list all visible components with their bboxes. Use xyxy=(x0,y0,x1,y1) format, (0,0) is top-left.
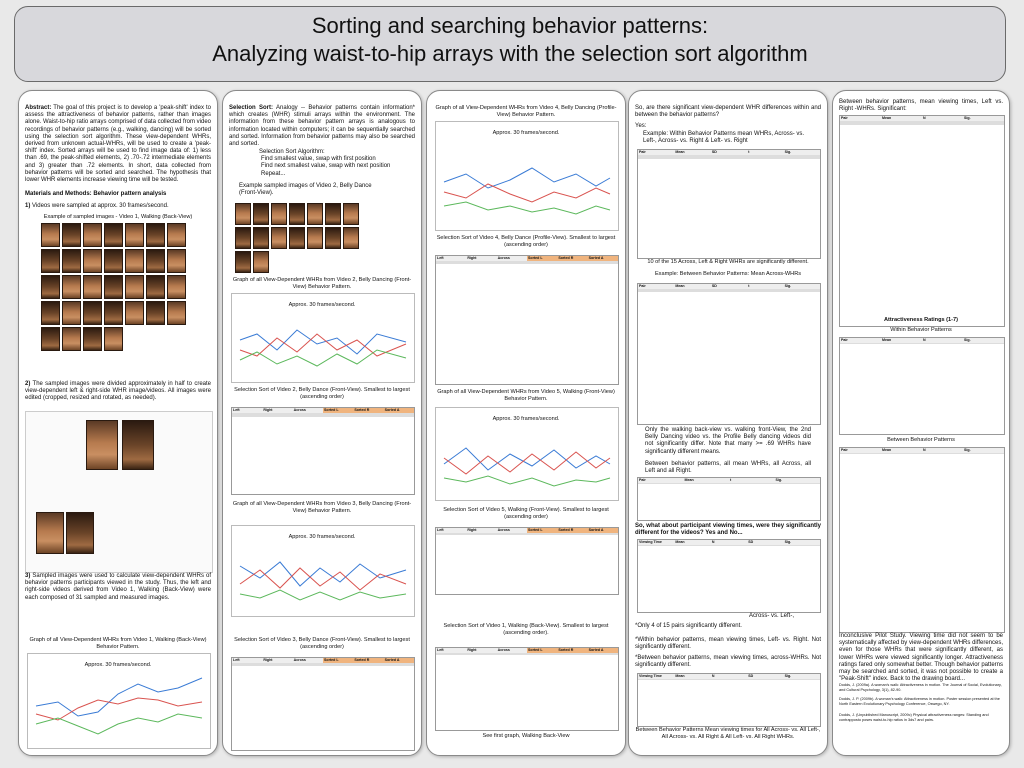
sig1-text: 10 of the 15 Across, Left & Right WHRs a… xyxy=(647,259,809,265)
viewing-times-table: Viewing Time Mean N SD Sig. xyxy=(637,539,821,613)
graph1-label: Approx. 30 frames/second. xyxy=(84,662,152,668)
methods-heading: Materials and Methods: Behavior pattern … xyxy=(25,191,167,197)
conclusion-text: Inconclusive Pilot Study. Viewing time d… xyxy=(839,633,1003,683)
attractiveness-title: Attractiveness Ratings (1-7) xyxy=(884,317,958,323)
ref3: Dodds, J. (Unpublished Manuscript, 2009c… xyxy=(839,713,989,722)
within-table: Pair Mean SD t Sig. xyxy=(637,149,821,259)
paired-samples-table: Viewing Time Mean N SD Sig. xyxy=(637,673,821,727)
graph4-caption: Graph of all View-Dependent WHRs from Vi… xyxy=(435,105,617,118)
photo-grid-video1 xyxy=(41,223,201,351)
step3-text: 3) Sampled images were used to calculate… xyxy=(25,573,211,601)
sort1-caption: Selection Sort of Video 1, Walking (Back… xyxy=(443,623,609,636)
abstract-paragraph: Abstract: The goal of this project is to… xyxy=(25,105,211,184)
graph3-chart: Approx. 30 frames/second. xyxy=(231,525,415,617)
sort2-caption: Selection Sort of Video 2, Belly Dance (… xyxy=(234,387,410,400)
graph3-lines xyxy=(239,561,407,601)
all-whrs-table: Pair Mean t Sig. xyxy=(637,477,821,521)
abstract-text: The goal of this project is to develop a… xyxy=(25,105,212,184)
graph2-caption: Graph of all View-Dependent WHRs from Vi… xyxy=(232,277,412,290)
sort4-table: Left Right Across Sorted L Sorted R Sorted A xyxy=(435,255,619,385)
panel-graphs-sorts: Graph of all View-Dependent WHRs from Vi… xyxy=(426,90,626,756)
q1-text: So, are there significant view-dependent… xyxy=(635,105,821,119)
poster-title-box: Sorting and searching behavior patterns:… xyxy=(14,6,1006,82)
sort3-table: Left Right Across Sorted L Sorted R Sorted A xyxy=(231,657,415,751)
q2-text: So, what about participant viewing times… xyxy=(635,523,821,537)
within-note: *Within behavior patterns, mean viewing … xyxy=(635,637,821,651)
graph4-chart: Approx. 30 frames/second. xyxy=(435,121,619,231)
graph5-chart: Approx. 30 frames/second. xyxy=(435,407,619,501)
algo-step1: Find smallest value, swap with first pos… xyxy=(261,156,376,163)
bottom-note: Between Behavior Patterns Mean viewing t… xyxy=(635,727,821,740)
sort4-caption: Selection Sort of Video 4, Belly Dance (… xyxy=(436,235,616,248)
ex2-text: Example: Between Behavior Patterns: Mean… xyxy=(654,271,802,277)
lr-viewing-table: Pair Mean N Sig. xyxy=(839,115,1005,327)
yes-label: Yes: xyxy=(635,123,647,129)
poster-title-line1: Sorting and searching behavior patterns: xyxy=(311,13,709,38)
between-title: Between Behavior Patterns xyxy=(887,437,955,443)
within-att-table: Pair Mean N Sig. xyxy=(839,337,1005,435)
algo-step3: Repeat... xyxy=(261,170,286,177)
between-att-table: Pair Mean N Sig. xyxy=(839,447,1005,633)
ex1-text: Example: Within Behavior Patterns mean W… xyxy=(643,131,805,145)
selection-paragraph: Selection Sort: Analogy -- Behavior patt… xyxy=(229,105,415,148)
abstract-label: Abstract: xyxy=(25,105,52,111)
poster-title-line2: Analyzing waist-to-hip arrays with the s… xyxy=(212,41,808,66)
graph1-chart: Approx. 30 frames/second. xyxy=(27,653,211,749)
strip-caption: Example of sampled images - Video 1, Wal… xyxy=(43,214,193,220)
graph5-label: Approx. 30 frames/second. xyxy=(492,416,560,422)
first-graph-note: See first graph, Walking Back-View xyxy=(482,733,570,739)
step1-text: 1) Videos were sampled at approx. 30 fra… xyxy=(25,203,169,209)
graph5-caption: Graph of all View-Dependent WHRs from Vi… xyxy=(437,389,615,402)
panel-abstract: Abstract: The goal of this project is to… xyxy=(18,90,218,756)
ref1: Dodds, J. (2009a). A woman's walk: Attra… xyxy=(839,683,1002,692)
step2-text: 2) The sampled images were divided appro… xyxy=(25,381,211,402)
graph2-lines xyxy=(239,329,407,367)
ref2: Dodds, J. P. (2009b). A woman's walk: At… xyxy=(839,697,1000,706)
graph3-label: Approx. 30 frames/second. xyxy=(288,534,356,540)
panel-selection-sort: Selection Sort: Analogy -- Behavior patt… xyxy=(222,90,422,756)
sort5-table: Left Right Across Sorted L Sorted R Sorted A xyxy=(435,527,619,595)
graph1-caption: Graph of all View-Dependent WHRs from Vi… xyxy=(29,637,207,650)
algo-step2: Find next smallest value, swap with next… xyxy=(261,163,391,170)
panel-significance: So, are there significant view-dependent… xyxy=(628,90,828,756)
between-note: *Between behavior patterns, mean viewing… xyxy=(635,655,821,669)
graph3-caption: Graph of all View-Dependent WHRs from Vi… xyxy=(232,501,412,514)
graph4-lines xyxy=(443,167,611,215)
algo-block: Selection Sort Algorithm: Find smallest … xyxy=(259,149,409,178)
video2-caption: Example sampled images of Video 2, Belly… xyxy=(239,183,372,197)
note2-text: Between behavior patterns, all mean WHRs… xyxy=(645,461,811,475)
graph2-label: Approx. 30 frames/second. xyxy=(288,302,356,308)
between-table: Pair Mean SD t Sig. xyxy=(637,283,821,425)
graph1-lines xyxy=(35,677,203,735)
photo-grid-video2 xyxy=(235,203,375,273)
panel-results: Between behavior patterns, mean viewing … xyxy=(832,90,1010,756)
graph2-chart: Approx. 30 frames/second. xyxy=(231,293,415,383)
graph5-lines xyxy=(443,447,611,487)
intro-text: Between behavior patterns, mean viewing … xyxy=(839,99,1003,113)
note1-text: Only the walking back-view vs. walking f… xyxy=(645,427,811,455)
algo-title: Selection Sort Algorithm: xyxy=(259,149,325,155)
sort1-table: Left Right Across Sorted L Sorted R Sorted A xyxy=(435,647,619,731)
sort3-caption: Selection Sort of Video 3, Belly Dance (… xyxy=(234,637,410,650)
whr-diagram xyxy=(25,411,213,573)
graph4-label: Approx. 30 frames/second. xyxy=(492,130,560,136)
within-title: Within Behavior Patterns xyxy=(890,327,952,333)
only4-text: *Only 4 of 15 pairs significantly differ… xyxy=(635,623,742,629)
sort5-caption: Selection Sort of Video 5, Walking (Fron… xyxy=(443,507,609,520)
across-note: Across- vs. Left-, xyxy=(749,613,795,619)
sort2-table: Left Right Across Sorted L Sorted R Sorted A xyxy=(231,407,415,495)
